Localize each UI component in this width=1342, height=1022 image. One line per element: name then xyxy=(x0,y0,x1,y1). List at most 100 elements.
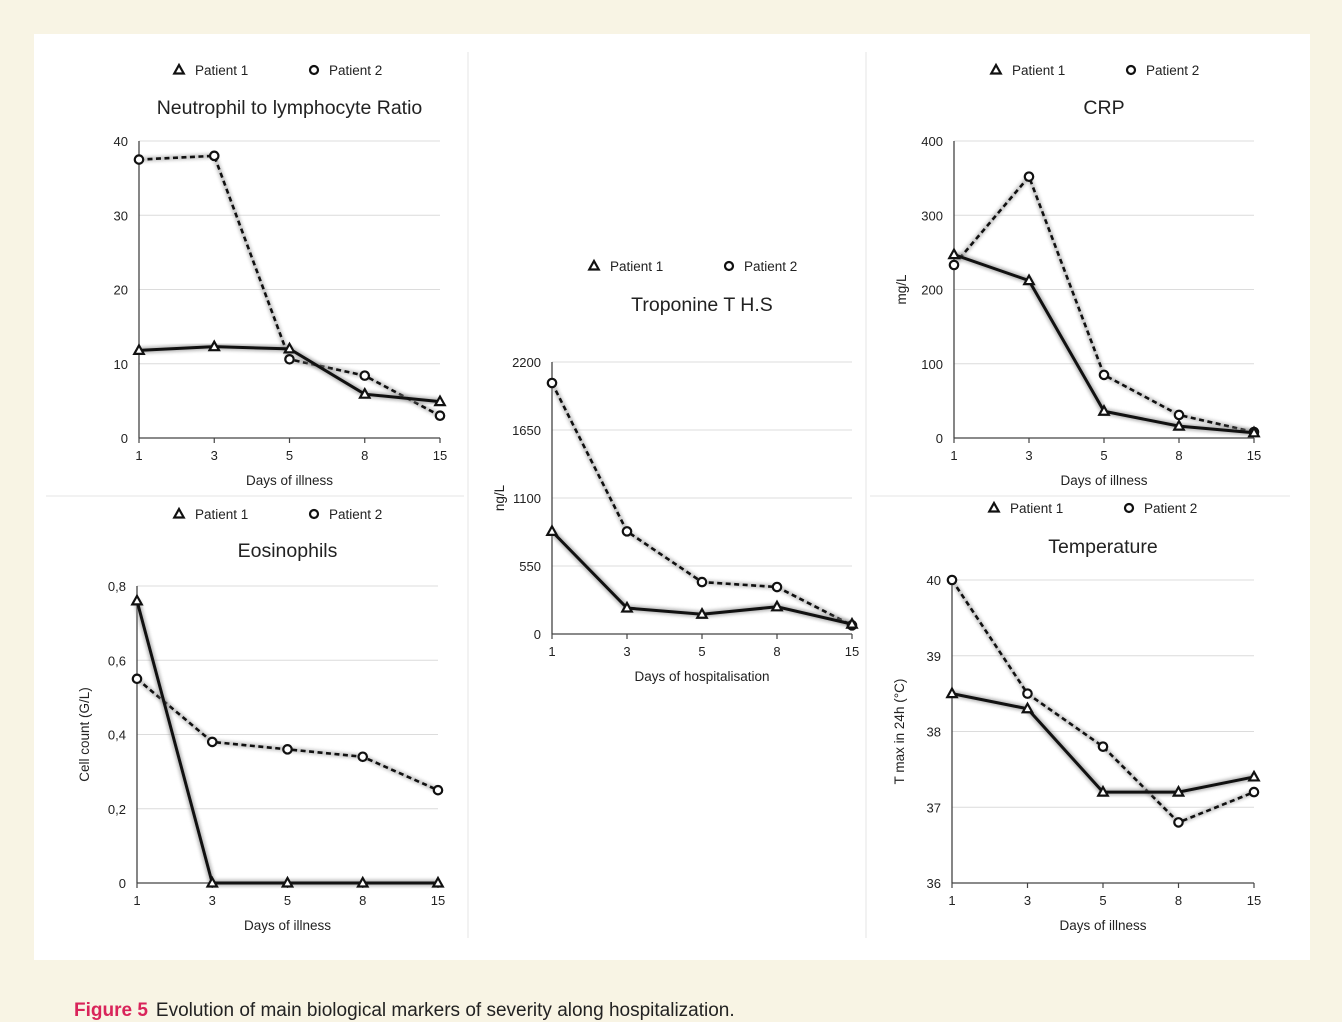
x-tick-label: 3 xyxy=(623,644,630,659)
x-tick-label: 3 xyxy=(209,893,216,908)
data-point-patient-1 xyxy=(945,686,959,699)
legend-marker-patient-2 xyxy=(308,64,320,76)
x-tick-label: 1 xyxy=(948,893,955,908)
series-line-patient-1 xyxy=(135,600,438,885)
data-point-patient-2 xyxy=(1023,171,1035,182)
figure-panel: Patient 1 Patient 2 Neutrophil to lymphocy… xyxy=(34,34,1310,1021)
y-tick-label: 1100 xyxy=(513,491,541,506)
data-point-patient-1 xyxy=(695,606,709,619)
chart-temperature: Patient 1 Patient 2Temperature36373839401… xyxy=(892,500,1261,933)
data-point-patient-2 xyxy=(359,370,371,381)
data-point-patient-1 xyxy=(282,341,297,354)
data-point-patient-2 xyxy=(1173,817,1184,828)
data-point-patient-2 xyxy=(1097,741,1109,752)
y-tick-label: 0,6 xyxy=(108,653,126,668)
legend-marker-patient-1 xyxy=(172,506,186,519)
y-axis-label: Cell count (G/L) xyxy=(77,687,92,782)
x-tick-label: 3 xyxy=(1025,448,1032,463)
y-tick-label: 10 xyxy=(114,357,128,372)
x-tick-label: 3 xyxy=(211,448,218,463)
x-tick-label: 8 xyxy=(1175,893,1182,908)
data-point-patient-1 xyxy=(358,386,372,399)
data-point-patient-2 xyxy=(1098,369,1110,381)
series-shadow-patient-2 xyxy=(549,381,854,628)
y-axis-label: T max in 24h (°C) xyxy=(892,679,907,785)
y-tick-label: 300 xyxy=(921,208,943,223)
chart-crp: Patient 1 Patient 2 CRP 0 100 200 300 400 1 3 5 8 15… xyxy=(894,62,1261,488)
data-point-patient-1 xyxy=(1022,273,1036,286)
data-point-patient-1 xyxy=(1020,701,1035,714)
data-point-patient-1 xyxy=(356,875,370,888)
data-point-patient-2 xyxy=(771,581,783,593)
figure-caption: Figure 5 Evolution of main biological mar… xyxy=(74,1000,735,1022)
y-tick-label: 38 xyxy=(927,725,941,740)
x-axis-label: Days of illness xyxy=(244,918,331,933)
legend-label-patient-2: Patient 2 xyxy=(1146,63,1199,78)
y-tick-label: 40 xyxy=(114,134,128,149)
x-tick-label: 8 xyxy=(773,644,780,659)
legend-marker-patient-1 xyxy=(172,62,186,75)
x-tick-label: 3 xyxy=(1024,893,1031,908)
legend-nlr: Patient 1 Patient 2 xyxy=(172,62,382,78)
data-point-patient-2 xyxy=(1248,786,1260,798)
data-point-patient-2 xyxy=(131,673,143,685)
data-point-patient-2 xyxy=(946,574,958,586)
data-point-patient-2 xyxy=(432,784,444,796)
legend-label-patient-2: Patient 2 xyxy=(329,507,382,522)
legend-crp: Patient 1 Patient 2 xyxy=(989,62,1199,78)
y-tick-label: 200 xyxy=(921,283,943,298)
x-tick-label: 5 xyxy=(698,644,705,659)
legend-marker-patient-1 xyxy=(989,62,1003,75)
series-shadow-patient-1 xyxy=(133,600,438,887)
y-tick-label: 100 xyxy=(921,357,943,372)
x-axis-label: Days of illness xyxy=(1059,918,1146,933)
data-point-patient-1 xyxy=(1247,425,1261,438)
x-tick-label: 1 xyxy=(950,448,957,463)
data-point-patient-1 xyxy=(130,593,144,606)
charts-figure: Patient 1 Patient 2 Neutrophil to lymphocy… xyxy=(46,52,1290,938)
data-point-patient-2 xyxy=(206,736,218,748)
data-point-patient-1 xyxy=(770,599,784,612)
data-point-patient-2 xyxy=(208,150,220,162)
chart-troponine: Patient 1 Patient 2 Troponine T H.S 0 550 110… xyxy=(492,258,859,684)
x-tick-label: 1 xyxy=(135,448,142,463)
data-point-patient-2 xyxy=(621,526,633,537)
data-point-patient-1 xyxy=(1096,784,1110,797)
legend-label-patient-2: Patient 2 xyxy=(744,259,797,274)
x-tick-label: 5 xyxy=(1099,893,1106,908)
y-tick-label: 39 xyxy=(927,649,941,664)
legend-label-patient-2: Patient 2 xyxy=(1144,501,1197,516)
data-point-patient-2 xyxy=(696,576,708,588)
legend-marker-patient-1 xyxy=(587,258,601,271)
chart-eosinophils: Patient 1 Patient 2 Eosinophils 0 0,2 0,4 0,6 0… xyxy=(77,506,445,933)
data-point-patient-1 xyxy=(205,875,219,888)
x-tick-label: 1 xyxy=(548,644,555,659)
data-point-patient-1 xyxy=(433,394,447,407)
y-tick-label: 0 xyxy=(119,876,126,891)
x-tick-label: 15 xyxy=(845,644,859,659)
y-tick-label: 37 xyxy=(927,800,941,815)
y-tick-label: 40 xyxy=(927,573,941,588)
series-line-patient-2 xyxy=(138,154,441,417)
y-axis-label: mg/L xyxy=(894,274,909,305)
legend-marker-patient-2 xyxy=(1123,502,1135,514)
data-point-patient-1 xyxy=(845,616,859,629)
x-axis-label: Days of hospitalisation xyxy=(634,669,769,684)
x-tick-label: 8 xyxy=(361,448,368,463)
x-tick-label: 8 xyxy=(1175,448,1182,463)
data-point-patient-1 xyxy=(207,339,221,352)
y-tick-label: 400 xyxy=(921,134,943,149)
data-point-patient-1 xyxy=(431,875,445,888)
data-point-patient-2 xyxy=(1022,688,1033,699)
legend-marker-patient-2 xyxy=(1125,64,1137,76)
chart-title-crp: CRP xyxy=(1083,97,1124,119)
legend-temperature: Patient 1 Patient 2 xyxy=(987,500,1197,516)
x-tick-label: 15 xyxy=(431,893,445,908)
data-point-patient-2 xyxy=(948,259,960,271)
data-point-patient-2 xyxy=(284,353,295,365)
y-tick-label: 2200 xyxy=(512,355,541,370)
x-tick-label: 1 xyxy=(133,893,140,908)
x-tick-label: 5 xyxy=(284,893,291,908)
x-tick-label: 5 xyxy=(1100,448,1107,463)
y-tick-label: 36 xyxy=(927,876,941,891)
